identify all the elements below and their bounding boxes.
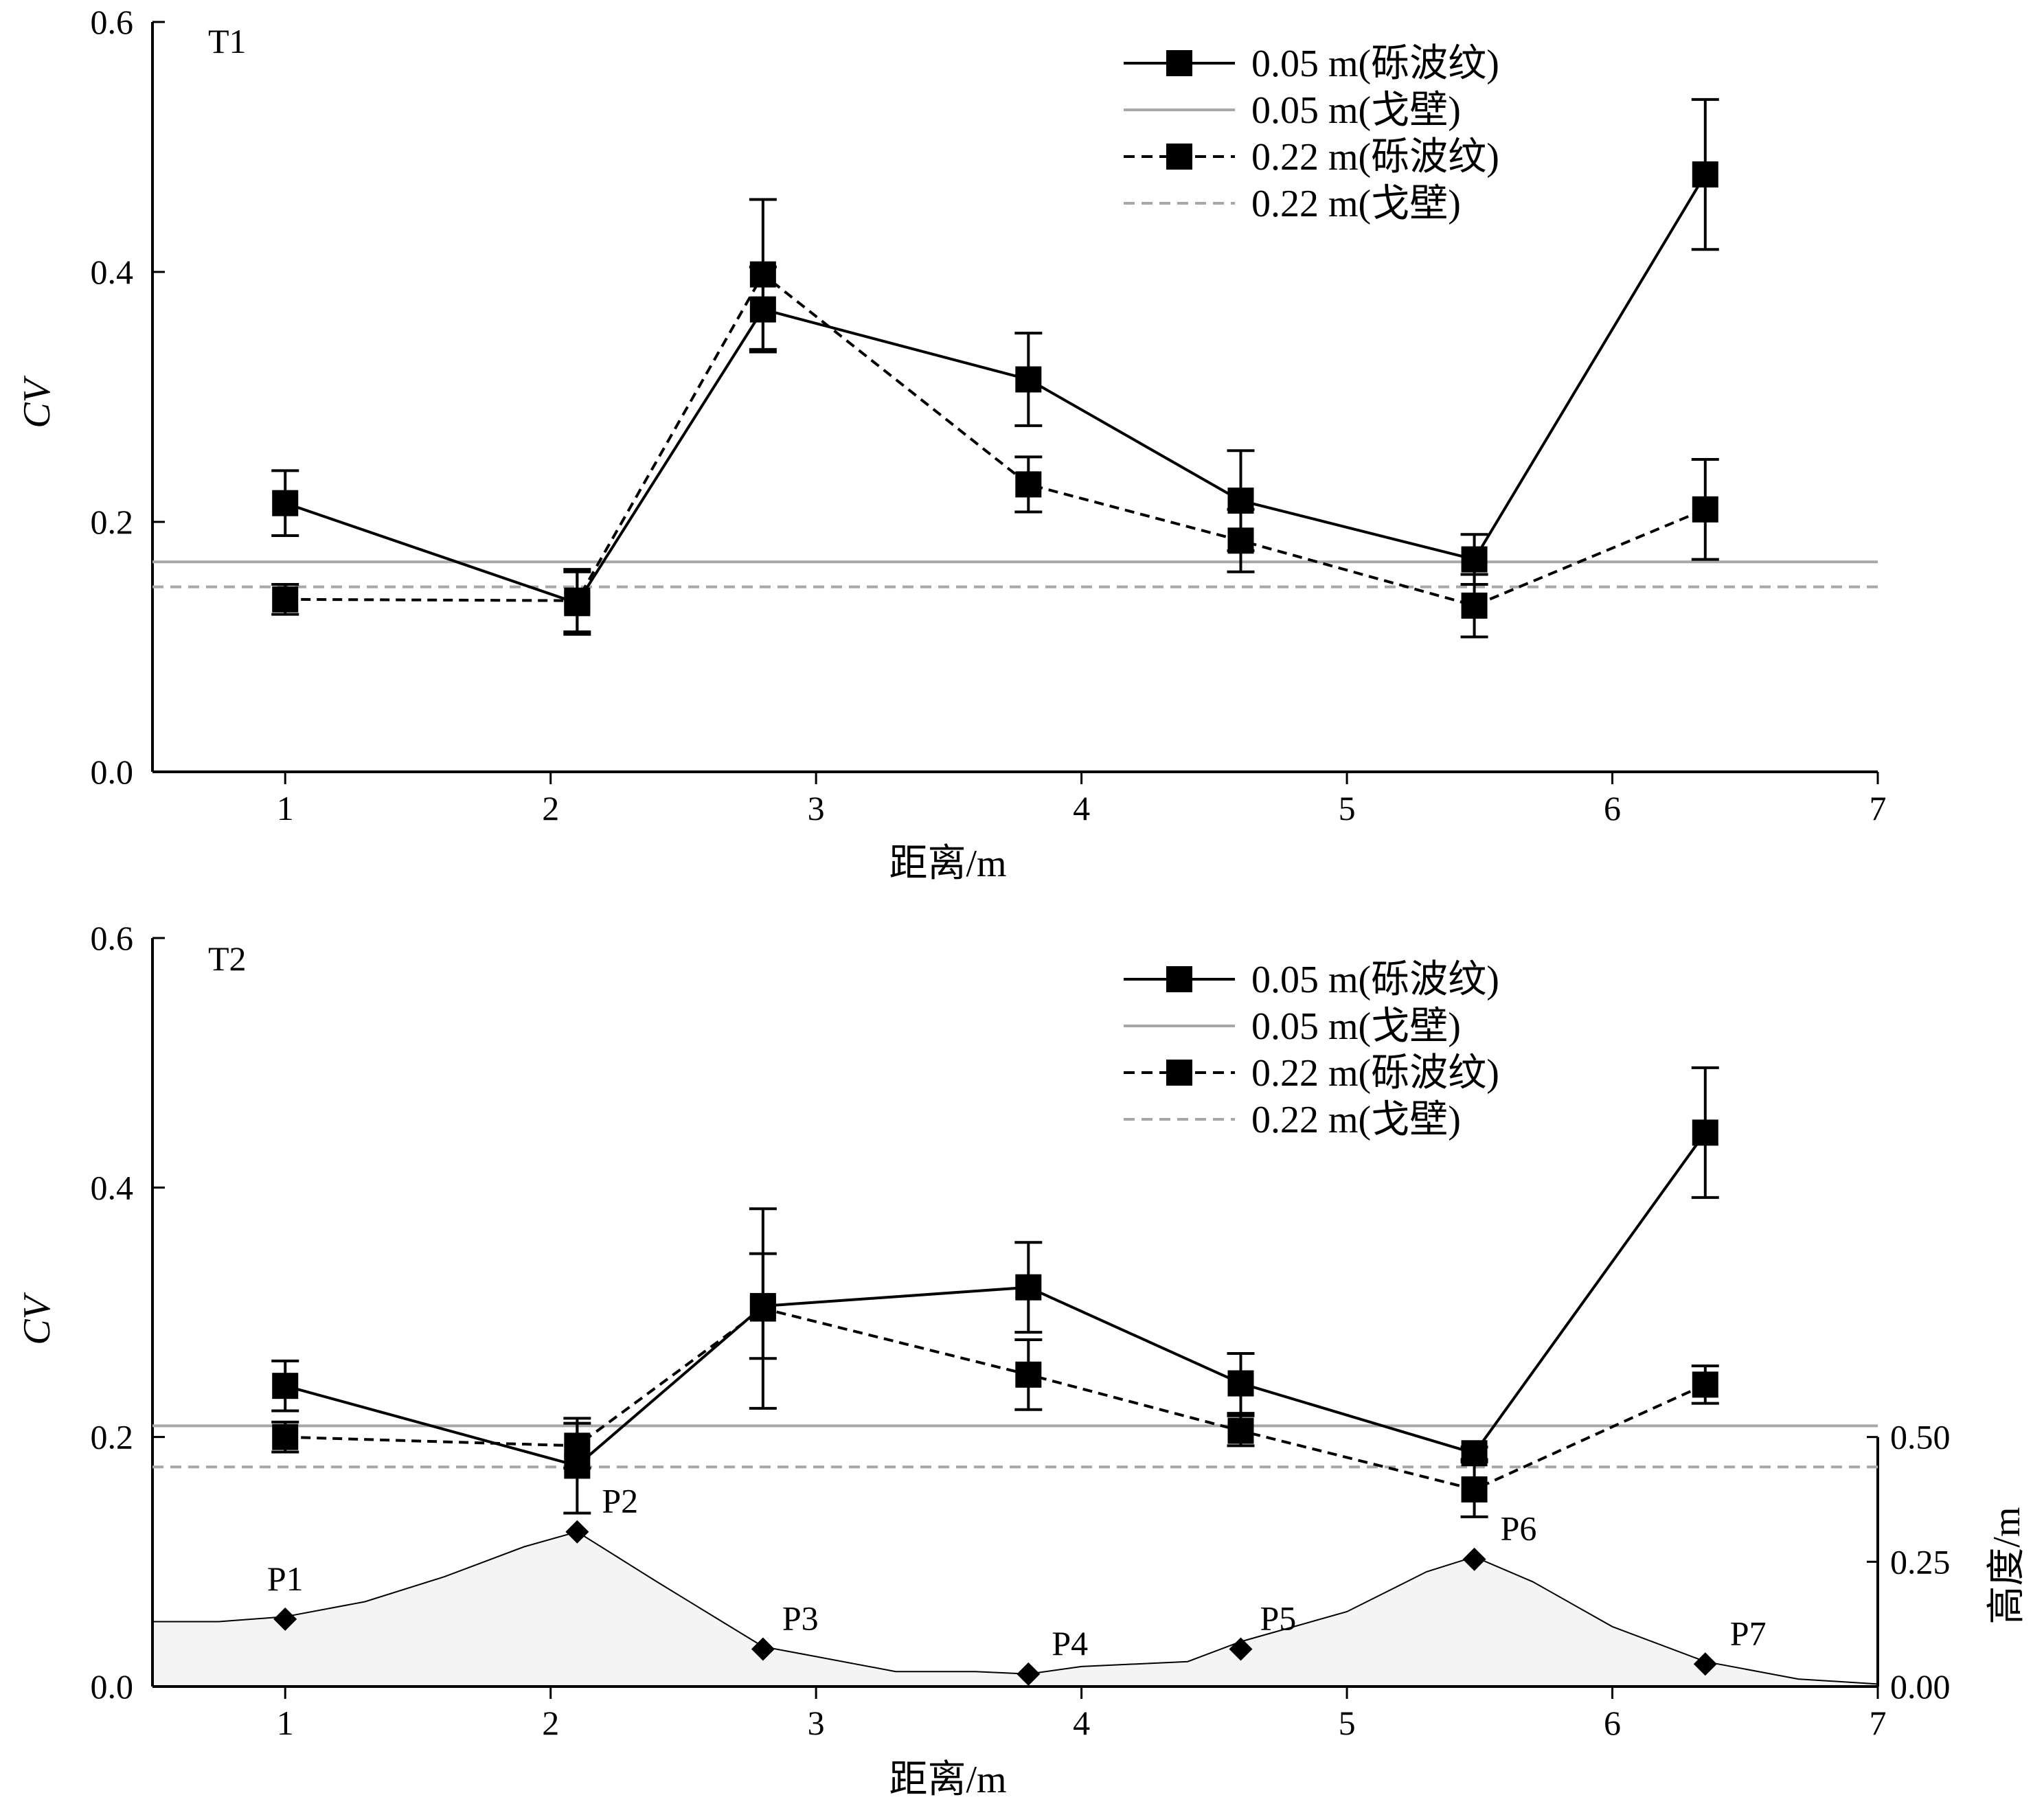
peak-label-p7: P7: [1730, 1614, 1767, 1652]
legend-label: 0.05 m(戈壁): [1251, 89, 1461, 132]
legend-label: 0.22 m(戈壁): [1251, 183, 1461, 225]
x-tick-label: 4: [1073, 789, 1090, 827]
x-tick-label: 1: [277, 789, 294, 827]
peak-label-p4: P4: [1052, 1624, 1088, 1662]
series-line-0.05m: [284, 1132, 1707, 1467]
data-point-0.22m: [1015, 1361, 1042, 1388]
y-axis-title-t1: CV: [16, 375, 58, 428]
peak-marker: [1229, 1637, 1253, 1661]
x-tick-label: 6: [1604, 789, 1621, 827]
data-point-0.05m: [1227, 1370, 1254, 1397]
x-tick-label: 5: [1339, 789, 1356, 827]
legend-label: 0.22 m(戈壁): [1251, 1099, 1461, 1141]
chart-panel-t1: T1 距离/m CV 1 2 3 4 5 6 7 0.0 0.2 0.4 0.6 0.05 m(砾波纹…: [16, 3, 1887, 885]
legend-marker: [1166, 966, 1192, 992]
data-point-0.05m: [1692, 161, 1718, 188]
data-point-0.05m: [1015, 366, 1042, 393]
x-tick-label: 3: [808, 789, 825, 827]
legend-label: 0.22 m(砾波纹): [1251, 136, 1499, 179]
x-tick-label: 2: [542, 1704, 559, 1742]
x-axis-title-t1: 距离/m: [889, 843, 1006, 885]
data-point-0.22m: [749, 1295, 776, 1322]
legend-label: 0.05 m(戈壁): [1251, 1005, 1461, 1048]
data-point-0.22m: [1015, 471, 1042, 498]
peak-marker: [1017, 1662, 1041, 1686]
terrain-profile-line: [152, 1531, 1878, 1685]
peak-label-p5: P5: [1260, 1599, 1296, 1638]
peak-marker: [1462, 1547, 1486, 1571]
peak-label-p1: P1: [267, 1559, 304, 1598]
y2-tick-label: 0.00: [1890, 1667, 1951, 1706]
x-tick-label: 4: [1073, 1704, 1090, 1742]
data-point-0.22m: [1227, 1417, 1254, 1444]
x-tick-label: 1: [277, 1704, 294, 1742]
x-tick-label: 7: [1870, 1704, 1887, 1742]
x-axis-title-t2: 距离/m: [889, 1759, 1006, 1801]
peak-label-p2: P2: [602, 1482, 638, 1520]
data-point-0.22m: [1692, 496, 1718, 523]
legend-marker: [1166, 144, 1192, 170]
y-tick-label: 0.2: [91, 503, 134, 541]
y-tick-label: 0.6: [91, 3, 134, 41]
data-point-0.05m: [1461, 546, 1488, 573]
peak-marker: [751, 1637, 775, 1661]
panel-label-t1: T1: [208, 22, 247, 60]
series-line-0.05m: [284, 173, 1707, 605]
data-point-0.22m: [1461, 1476, 1488, 1502]
legend-marker: [1166, 1060, 1192, 1086]
legend-label: 0.05 m(砾波纹): [1251, 959, 1499, 1001]
data-point-0.22m: [1227, 527, 1254, 554]
x-tick-label: 7: [1870, 789, 1887, 827]
data-point-0.22m: [1692, 1371, 1718, 1398]
y2-tick-label: 0.50: [1890, 1418, 1951, 1456]
series-line-0.22m: [285, 1307, 1706, 1491]
peak-label-p6: P6: [1501, 1509, 1537, 1548]
y2-tick-label: 0.25: [1890, 1542, 1951, 1581]
data-point-0.22m: [272, 586, 299, 613]
y-axis-title-t2: CV: [16, 1292, 58, 1345]
data-point-0.22m: [564, 587, 591, 614]
y-tick-label: 0.6: [91, 919, 134, 957]
data-point-0.05m: [272, 1373, 299, 1399]
data-point-0.05m: [272, 490, 299, 516]
y-tick-label: 0.4: [91, 1168, 134, 1207]
data-point-0.22m: [749, 261, 776, 288]
x-tick-label: 3: [808, 1704, 825, 1742]
legend-label: 0.22 m(砾波纹): [1251, 1052, 1499, 1095]
panel-label-t2: T2: [208, 939, 247, 978]
legend-label: 0.05 m(砾波纹): [1251, 43, 1499, 85]
data-point-0.22m: [272, 1424, 299, 1450]
y-tick-label: 0.2: [91, 1418, 134, 1456]
chart-panel-t2: T2 距离/m CV 高度/m 0.000.250.50P1P2P3P4P5P6…: [16, 919, 2028, 1801]
peak-marker: [565, 1520, 589, 1544]
y-tick-label: 0.0: [91, 1667, 134, 1706]
data-point-0.22m: [1461, 592, 1488, 619]
x-tick-label: 2: [542, 789, 559, 827]
y-tick-label: 0.4: [91, 253, 134, 291]
peak-label-p3: P3: [782, 1599, 819, 1638]
peak-marker: [273, 1607, 297, 1631]
terrain-area: [152, 1531, 1878, 1687]
data-point-0.22m: [564, 1432, 591, 1459]
x-tick-label: 5: [1339, 1704, 1356, 1742]
data-point-0.05m: [1692, 1119, 1718, 1146]
y-tick-label: 0.0: [91, 753, 134, 791]
y2-axis-title-t2: 高度/m: [1986, 1507, 2028, 1624]
series-line-0.22m: [285, 272, 1706, 608]
peak-marker: [1693, 1652, 1717, 1676]
data-point-0.05m: [1015, 1274, 1042, 1301]
x-tick-label: 6: [1604, 1704, 1621, 1742]
legend-marker: [1166, 50, 1192, 76]
